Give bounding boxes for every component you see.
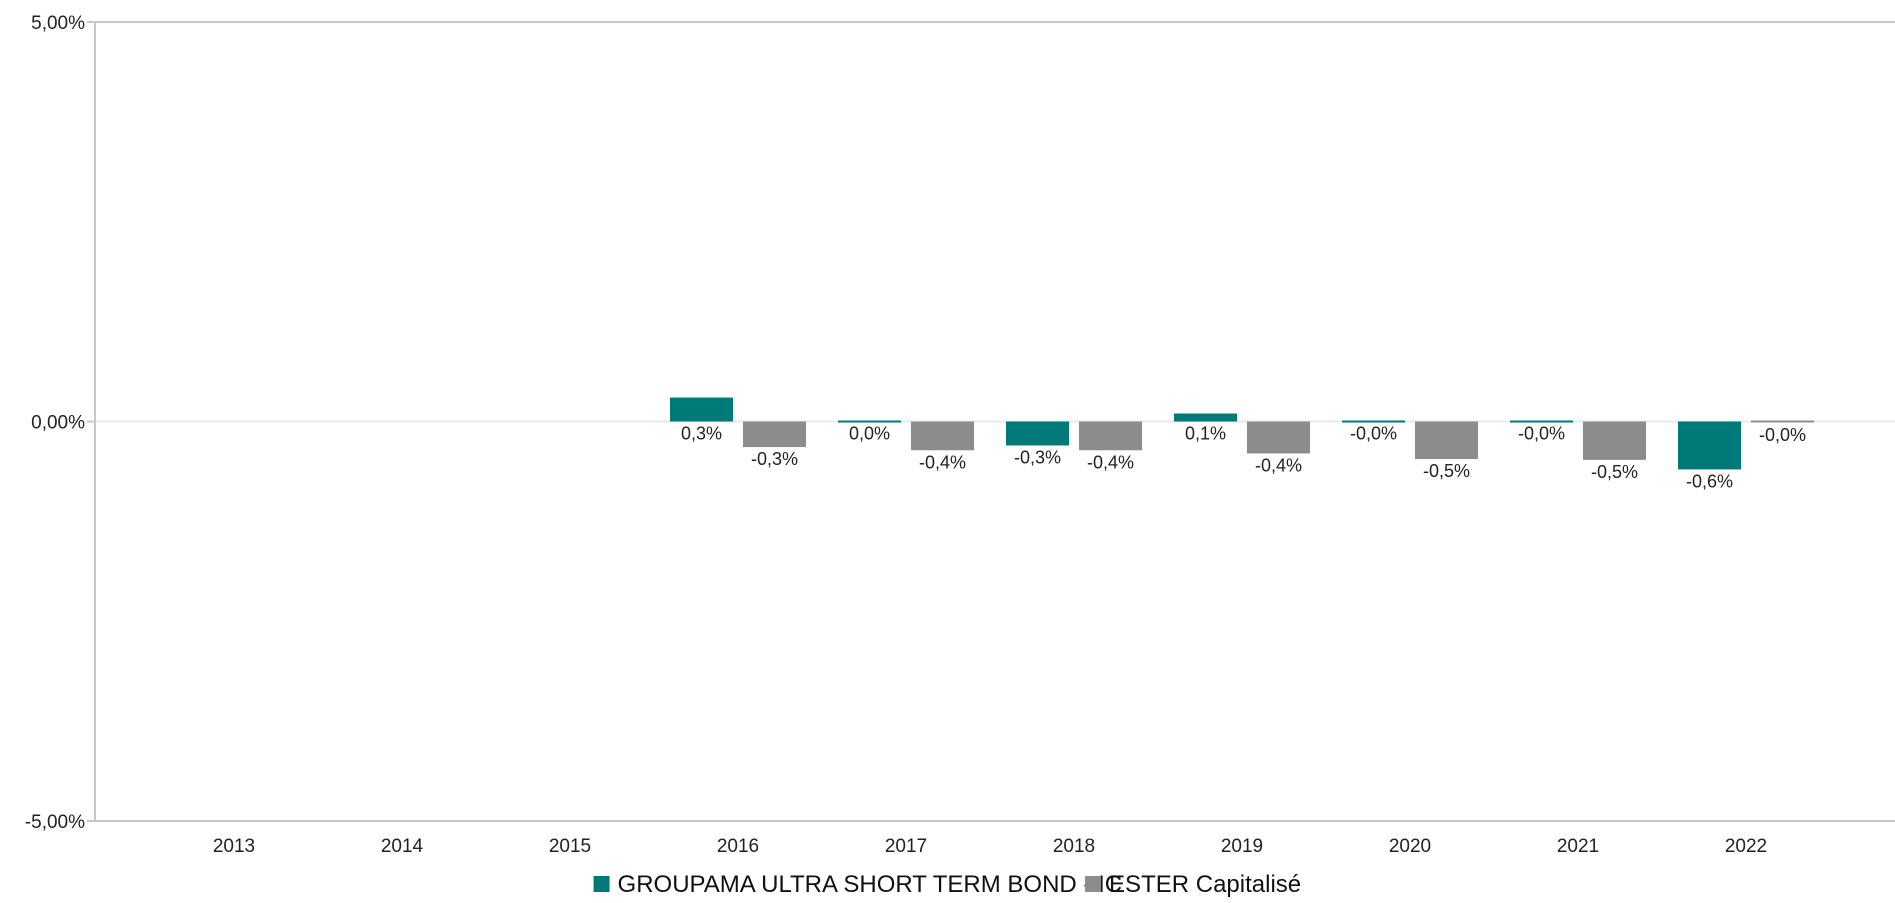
legend-label: ESTER Capitalisé [1109,871,1301,898]
bar [1415,421,1478,460]
bar [1079,421,1142,451]
x-tick-label: 2020 [1389,836,1431,857]
x-tick-label: 2022 [1725,836,1767,857]
bar [838,420,901,423]
bars-layer [670,397,1814,470]
data-label: 0,1% [1185,424,1226,444]
legend-item: ESTER Capitalisé [1085,871,1301,898]
bar [743,421,806,448]
data-label: -0,4% [1087,452,1134,472]
bar [1342,420,1405,423]
data-label: -0,3% [751,449,798,469]
x-tick-label: 2015 [549,836,591,857]
bar [911,421,974,451]
data-label: -0,4% [1255,455,1302,475]
bar [1510,420,1573,423]
legend: GROUPAMA ULTRA SHORT TERM BOND - ICESTER… [593,871,1301,898]
y-tick-label: 5,00% [31,13,85,34]
data-label: 0,0% [849,424,890,444]
bar [1678,421,1741,470]
data-label: -0,3% [1014,447,1061,467]
data-label: 0,3% [681,424,722,444]
data-label: -0,0% [1759,425,1806,445]
x-tick-label: 2014 [381,836,424,857]
x-tick-label: 2021 [1557,836,1599,857]
bar [670,397,733,422]
x-tick-label: 2016 [717,836,759,857]
bar [1006,421,1069,446]
data-label: -0,5% [1423,461,1470,481]
axis-layer: 5,00% 0,00% -5,00% 2013 2014 2015 2016 2017 2018… [25,13,1895,857]
legend-swatch [593,876,610,892]
legend-label: GROUPAMA ULTRA SHORT TERM BOND - IC [618,871,1123,898]
data-label: -0,0% [1518,424,1565,444]
bar [1583,421,1646,460]
data-label: -0,5% [1591,462,1638,482]
x-tick-label: 2018 [1053,836,1095,857]
data-label: -0,0% [1350,424,1397,444]
x-tick-label: 2013 [213,836,255,857]
legend-item: GROUPAMA ULTRA SHORT TERM BOND - IC [593,871,1123,898]
y-tick-label: 0,00% [31,413,85,434]
legend-swatch [1085,876,1102,892]
data-labels-layer: 0,3% -0,3% 0,0% -0,4% -0,3% -0,4% 0,1% -0,4% -0,… [681,424,1806,492]
y-tick-label: -5,00% [25,812,85,833]
x-tick-label: 2017 [885,836,927,857]
data-label: -0,4% [919,452,966,472]
data-label: -0,6% [1686,471,1733,491]
bar [1247,421,1310,454]
bar [1174,413,1237,422]
bar [1751,420,1814,423]
x-tick-label: 2019 [1221,836,1263,857]
